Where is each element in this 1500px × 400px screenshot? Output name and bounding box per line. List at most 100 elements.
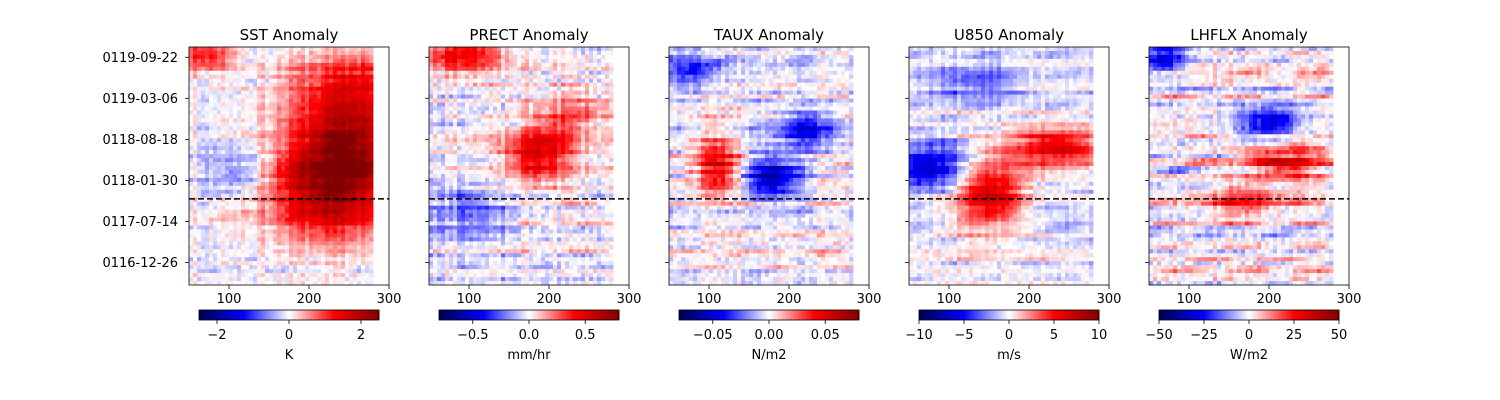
heatmap-cell (513, 154, 518, 159)
heatmap-cell (493, 181, 498, 187)
heatmap-cell (345, 261, 350, 266)
heatmap-cell (193, 118, 198, 123)
heatmap-cell (301, 98, 306, 103)
heatmap-cell (449, 166, 454, 171)
heatmap-cell (513, 150, 518, 155)
heatmap-cell (237, 193, 242, 199)
heatmap-cell (305, 110, 310, 115)
heatmap-cell (513, 158, 518, 163)
colorbar-swatch (211, 310, 214, 320)
heatmap-cell (301, 158, 306, 163)
heatmap-cell (605, 138, 610, 143)
heatmap-cell (209, 98, 214, 103)
heatmap-cell (605, 114, 610, 119)
heatmap-cell (233, 130, 238, 135)
heatmap-cell (561, 205, 566, 211)
heatmap-cell (509, 173, 514, 179)
heatmap-cell (301, 253, 306, 258)
heatmap-cell (601, 47, 606, 52)
heatmap-cell (437, 213, 442, 218)
heatmap-cell (281, 277, 286, 282)
heatmap-cell (449, 154, 454, 159)
heatmap-cell (357, 47, 362, 52)
heatmap-cell (557, 90, 562, 95)
heatmap-cell (577, 146, 582, 151)
heatmap-cell (257, 146, 262, 151)
heatmap-cell (493, 158, 498, 163)
heatmap-cell (525, 50, 530, 56)
heatmap-cell (289, 58, 294, 64)
heatmap-cell (469, 209, 474, 214)
heatmap-cell (349, 154, 354, 159)
heatmap-cell (313, 106, 318, 111)
heatmap-cell (325, 221, 330, 226)
heatmap-cell (325, 173, 330, 179)
heatmap-cell (197, 154, 202, 159)
heatmap-cell (461, 197, 466, 203)
heatmap-cell (265, 94, 270, 99)
colorbar-swatch (273, 310, 276, 320)
heatmap-cell (333, 62, 338, 68)
heatmap-cell (257, 261, 262, 266)
heatmap-cell (597, 166, 602, 171)
heatmap-cell (453, 134, 458, 139)
heatmap-cell (349, 166, 354, 171)
heatmap-cell (457, 47, 462, 52)
heatmap-cell (269, 257, 274, 262)
heatmap-cell (189, 229, 194, 234)
heatmap-cell (473, 110, 478, 115)
heatmap-field (189, 47, 374, 286)
heatmap-cell (461, 90, 466, 95)
heatmap-cell (497, 209, 502, 214)
heatmap-cell (493, 162, 498, 167)
heatmap-cell (465, 66, 470, 72)
heatmap-cell (429, 185, 434, 191)
heatmap-cell (201, 166, 206, 171)
heatmap-cell (357, 154, 362, 159)
heatmap-cell (329, 66, 334, 72)
heatmap-cell (605, 177, 610, 183)
heatmap-cell (233, 245, 238, 250)
heatmap-cell (313, 241, 318, 246)
heatmap-cell (601, 162, 606, 167)
heatmap-cell (217, 130, 222, 135)
heatmap-cell (209, 90, 214, 95)
heatmap-cell (193, 98, 198, 103)
heatmap-cell (333, 110, 338, 115)
heatmap-cell (189, 142, 194, 147)
heatmap-cell (369, 90, 374, 95)
heatmap-cell (253, 181, 258, 187)
heatmap-cell (229, 281, 234, 286)
heatmap-cell (593, 154, 598, 159)
heatmap-cell (545, 221, 550, 226)
heatmap-cell (193, 122, 198, 127)
heatmap-cell (497, 130, 502, 135)
heatmap-cell (233, 146, 238, 151)
heatmap-cell (333, 118, 338, 123)
heatmap-cell (281, 54, 286, 60)
heatmap-cell (557, 50, 562, 56)
heatmap-cell (557, 106, 562, 111)
heatmap-cell (253, 177, 258, 183)
heatmap-cell (461, 66, 466, 72)
heatmap-cell (429, 70, 434, 76)
heatmap-cell (349, 150, 354, 155)
heatmap-cell (321, 98, 326, 103)
heatmap-cell (245, 213, 250, 218)
heatmap-cell (237, 146, 242, 151)
heatmap-cell (305, 253, 310, 258)
heatmap-cell (581, 90, 586, 95)
heatmap-cell (521, 158, 526, 163)
heatmap-cell (593, 66, 598, 72)
heatmap-cell (557, 225, 562, 230)
heatmap-cell (221, 142, 226, 147)
heatmap-cell (449, 189, 454, 195)
heatmap-cell (485, 130, 490, 135)
heatmap-cell (505, 110, 510, 115)
heatmap-cell (221, 82, 226, 88)
heatmap-cell (489, 126, 494, 131)
heatmap-cell (353, 205, 358, 211)
heatmap-cell (481, 118, 486, 123)
heatmap-cell (341, 281, 346, 286)
heatmap-cell (537, 130, 542, 135)
